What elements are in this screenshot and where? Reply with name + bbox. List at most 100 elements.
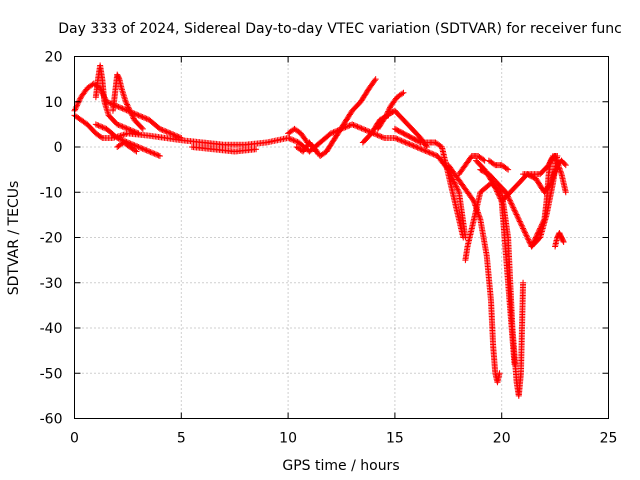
data-point bbox=[142, 146, 149, 153]
data-point bbox=[538, 222, 545, 229]
data-point bbox=[329, 129, 336, 136]
data-point bbox=[427, 150, 434, 157]
x-tick-label: 0 bbox=[70, 431, 79, 447]
data-point bbox=[118, 123, 125, 130]
data-point bbox=[126, 107, 133, 114]
data-point bbox=[395, 136, 402, 143]
series-track-16 bbox=[445, 162, 503, 386]
data-point bbox=[136, 144, 143, 151]
data-point bbox=[362, 127, 369, 134]
data-point bbox=[134, 143, 141, 150]
data-point bbox=[525, 236, 532, 243]
series-track-20 bbox=[485, 157, 512, 173]
data-point bbox=[253, 146, 260, 153]
data-point bbox=[530, 239, 537, 246]
data-point bbox=[128, 111, 135, 118]
data-point bbox=[140, 114, 147, 121]
data-point bbox=[491, 182, 498, 189]
data-point bbox=[72, 105, 79, 112]
data-point bbox=[293, 138, 300, 145]
data-point bbox=[454, 186, 461, 193]
y-tick-label: 0 bbox=[54, 140, 63, 156]
data-point bbox=[134, 111, 141, 118]
data-point bbox=[129, 112, 136, 119]
data-point bbox=[123, 100, 130, 107]
data-point bbox=[540, 217, 547, 224]
data-point bbox=[160, 127, 167, 134]
data-point bbox=[401, 138, 408, 145]
data-point bbox=[491, 161, 498, 168]
data-point bbox=[515, 215, 522, 222]
data-point bbox=[535, 229, 542, 236]
data-point bbox=[378, 133, 385, 140]
data-point bbox=[162, 128, 169, 135]
data-point bbox=[417, 145, 424, 152]
x-tick-label: 10 bbox=[279, 431, 297, 447]
data-point bbox=[400, 89, 407, 96]
data-point bbox=[398, 137, 405, 144]
data-point bbox=[156, 125, 163, 132]
data-point bbox=[562, 189, 569, 196]
data-point bbox=[138, 145, 145, 152]
data-point bbox=[520, 226, 527, 233]
data-point bbox=[451, 179, 458, 186]
data-point bbox=[92, 121, 99, 128]
y-tick-label: -30 bbox=[40, 276, 63, 292]
series-track-7 bbox=[188, 144, 260, 155]
y-tick-label: -20 bbox=[40, 231, 63, 247]
data-point bbox=[494, 188, 501, 195]
data-point bbox=[119, 123, 126, 130]
data-point bbox=[130, 141, 137, 148]
data-point bbox=[142, 115, 149, 122]
data-point bbox=[536, 226, 543, 233]
data-point bbox=[132, 147, 139, 154]
x-tick-label: 15 bbox=[386, 431, 404, 447]
data-point bbox=[129, 114, 136, 121]
data-point bbox=[529, 240, 536, 247]
data-point bbox=[174, 133, 181, 140]
data-point bbox=[156, 153, 163, 160]
data-point bbox=[115, 103, 122, 110]
data-point bbox=[453, 185, 460, 192]
data-point bbox=[345, 123, 352, 130]
data-point bbox=[537, 225, 544, 232]
data-point bbox=[413, 144, 420, 150]
y-tick-label: -10 bbox=[40, 185, 63, 201]
data-point bbox=[123, 125, 130, 132]
data-point bbox=[146, 148, 153, 155]
data-point bbox=[512, 208, 519, 215]
data-point bbox=[534, 230, 541, 237]
data-point bbox=[415, 145, 422, 152]
data-point bbox=[114, 121, 121, 128]
data-point bbox=[116, 136, 123, 143]
data-point bbox=[524, 233, 531, 240]
data-point bbox=[522, 231, 529, 238]
data-point bbox=[520, 279, 527, 286]
y-tick-labels: 20 10 0 -10 -20 -30 -40 -50 -60 bbox=[40, 50, 63, 428]
data-point bbox=[147, 149, 154, 156]
data-point bbox=[379, 134, 386, 141]
data-point bbox=[529, 242, 536, 249]
data-point bbox=[115, 74, 122, 81]
data-point bbox=[350, 121, 357, 128]
data-point bbox=[561, 160, 568, 167]
data-point bbox=[135, 130, 142, 137]
data-point bbox=[503, 165, 510, 172]
data-point bbox=[131, 128, 138, 135]
data-point bbox=[134, 129, 141, 136]
data-point bbox=[414, 144, 421, 151]
data-point bbox=[116, 122, 123, 129]
data-point bbox=[371, 77, 378, 84]
data-point bbox=[139, 114, 146, 121]
chart-title: Day 333 of 2024, Sidereal Day-to-day VTE… bbox=[58, 21, 622, 37]
series-track-9 bbox=[293, 139, 319, 155]
data-point bbox=[505, 166, 512, 173]
data-point bbox=[522, 229, 529, 236]
data-point bbox=[311, 147, 318, 154]
data-point bbox=[170, 131, 177, 138]
x-tick-label: 5 bbox=[177, 431, 186, 447]
data-point bbox=[140, 146, 147, 153]
data-point bbox=[377, 133, 384, 140]
